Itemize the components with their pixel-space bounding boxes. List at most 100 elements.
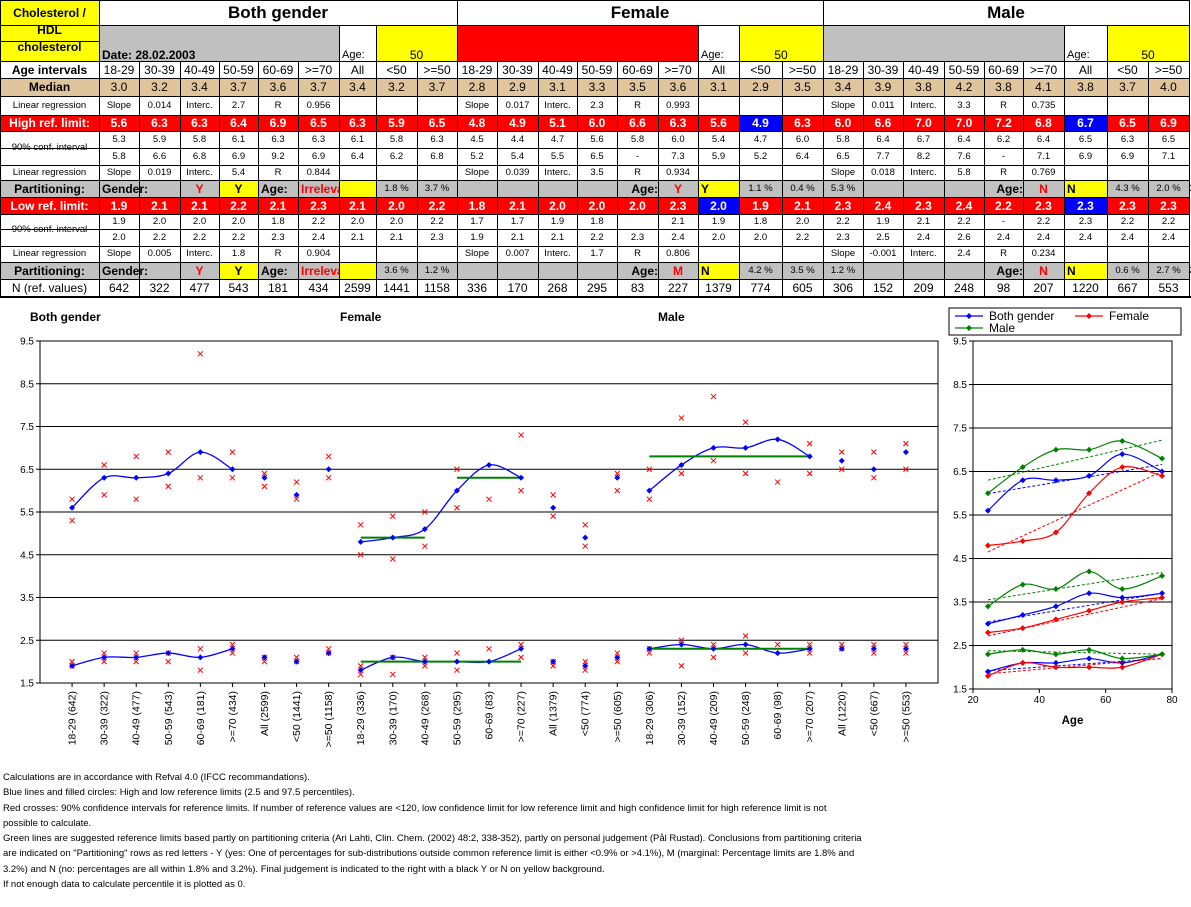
age-interval-cell: >=70 bbox=[1029, 62, 1058, 77]
high-limit-cell: 5.9 bbox=[376, 115, 417, 131]
ci-cell: 2.1 bbox=[510, 231, 525, 243]
regression-cell: 0.844 bbox=[306, 166, 331, 178]
n-cell: 170 bbox=[507, 281, 528, 295]
main-limit-line bbox=[648, 438, 811, 492]
n-cell: 83 bbox=[630, 281, 645, 295]
main-ci-cross bbox=[101, 650, 107, 656]
low-limit-cell: 1.9 bbox=[99, 197, 139, 214]
table-gridline bbox=[417, 61, 418, 297]
n-cell: 2599 bbox=[344, 281, 371, 295]
n-cell: 434 bbox=[308, 281, 329, 295]
regression-cell: Slope bbox=[464, 166, 490, 178]
note-line: are indicated on "Partitioning" rows as … bbox=[3, 848, 855, 860]
main-ci-cross bbox=[838, 449, 845, 456]
main-ci-cross bbox=[101, 462, 107, 468]
median-cell: 3.2 bbox=[376, 78, 417, 96]
ci-cell: 9.2 bbox=[271, 150, 285, 162]
age-label: Age: bbox=[342, 49, 365, 61]
age-ytick-label: 4.5 bbox=[953, 554, 967, 565]
ci-cell: 2.3 bbox=[430, 231, 444, 243]
age-value: 50 bbox=[1107, 25, 1189, 61]
ci-cell: 6.3 bbox=[271, 133, 285, 145]
regression-cell: 2.7 bbox=[231, 99, 246, 111]
main-ytick-label: 3.5 bbox=[20, 593, 34, 604]
section-header-both: Both gender bbox=[227, 3, 329, 22]
main-ci-cross bbox=[518, 487, 524, 494]
ci-cell: 2.4 bbox=[1120, 231, 1135, 243]
ci-cell: 6.2 bbox=[389, 150, 404, 162]
partition-percent: 3.5 % bbox=[790, 264, 815, 276]
regression-cell: 5.4 bbox=[231, 166, 246, 178]
main-limit-point bbox=[261, 474, 268, 481]
ci-cell: 2.4 bbox=[996, 231, 1011, 243]
main-limit-point bbox=[389, 534, 396, 541]
ci-cell: 5.9 bbox=[152, 133, 167, 145]
main-ci-cross bbox=[229, 650, 236, 656]
main-limit-point bbox=[421, 658, 428, 665]
age-series-point bbox=[984, 603, 991, 610]
main-limit-point bbox=[582, 662, 589, 669]
partition-percent: 0.4 % bbox=[790, 182, 815, 194]
main-limit-point bbox=[325, 466, 332, 473]
ci-cell: 2.2 bbox=[957, 215, 971, 227]
age-series-line bbox=[987, 466, 1163, 547]
high-limit-cell: 6.3 bbox=[782, 115, 823, 131]
age-series-point bbox=[1019, 659, 1026, 666]
table-gridline bbox=[0, 279, 1189, 280]
main-ci-cross bbox=[903, 641, 909, 648]
ci-cell: 6.4 bbox=[350, 150, 365, 162]
regression-cell: Slope bbox=[830, 248, 856, 260]
low-limit-cell: 2.2 bbox=[219, 197, 258, 214]
n-cell: 268 bbox=[547, 281, 568, 295]
main-limit-point bbox=[133, 474, 140, 481]
age-series-point bbox=[984, 668, 991, 675]
row-label: Partitioning: bbox=[0, 262, 99, 279]
main-ci-cross bbox=[871, 449, 877, 456]
age-ytick-label: 8.5 bbox=[953, 380, 967, 391]
high-limit-cell: 6.6 bbox=[863, 115, 903, 131]
age-interval-cell: <50 bbox=[750, 62, 771, 77]
ci-cell bbox=[617, 214, 658, 229]
main-limit-point bbox=[774, 650, 781, 657]
ci-cell: 2.2 bbox=[1120, 215, 1135, 227]
high-limit-cell: 6.5 bbox=[417, 115, 457, 131]
regression-cell: R bbox=[1000, 99, 1007, 111]
regression-cell: Slope bbox=[106, 248, 132, 260]
regression-cell: 0.039 bbox=[505, 166, 530, 178]
low-limit-cell: 2.1 bbox=[782, 197, 823, 214]
high-limit-cell: 6.7 bbox=[1064, 115, 1107, 131]
age-series-point bbox=[1052, 529, 1059, 536]
regression-cell: 5.8 bbox=[957, 166, 971, 178]
main-ci-cross bbox=[357, 663, 364, 669]
median-cell: 3.1 bbox=[698, 78, 739, 96]
low-limit-cell: 2.0 bbox=[617, 197, 658, 214]
low-limit-cell: 2.3 bbox=[658, 197, 698, 214]
n-cell: 336 bbox=[466, 281, 488, 295]
main-category-label: 30-39 (322) bbox=[99, 691, 111, 745]
row-label: Linear regression bbox=[12, 166, 87, 178]
main-ci-cross bbox=[357, 521, 364, 528]
ci-cell: 1.7 bbox=[470, 215, 484, 227]
age-series-point bbox=[1052, 585, 1059, 592]
row-label: Age intervals bbox=[11, 62, 88, 77]
table-gridline bbox=[1107, 25, 1108, 61]
ci-cell: 2.3 bbox=[836, 231, 850, 243]
n-cell: 774 bbox=[750, 281, 771, 295]
main-ci-cross bbox=[838, 641, 845, 648]
ci-cell: 7.6 bbox=[957, 150, 971, 162]
date-cell: Date: 28.02.2003 bbox=[99, 25, 339, 61]
partition-decision: Y bbox=[219, 180, 258, 197]
low-limit-cell: 2.1 bbox=[497, 197, 538, 214]
ci-cell: 1.7 bbox=[510, 215, 525, 227]
main-ci-cross bbox=[614, 658, 621, 665]
regression-cell: 0.011 bbox=[871, 99, 895, 111]
male-banner bbox=[823, 25, 1064, 61]
age-series-point bbox=[1159, 455, 1166, 462]
ci-cell: 6.0 bbox=[671, 133, 685, 145]
median-cell: 3.8 bbox=[984, 78, 1023, 96]
table-gridline bbox=[219, 61, 220, 297]
ci-cell: 5.8 bbox=[389, 133, 404, 145]
age-series-line bbox=[987, 440, 1163, 494]
age-series-point bbox=[1086, 472, 1093, 479]
main-ytick-label: 6.5 bbox=[20, 465, 34, 476]
